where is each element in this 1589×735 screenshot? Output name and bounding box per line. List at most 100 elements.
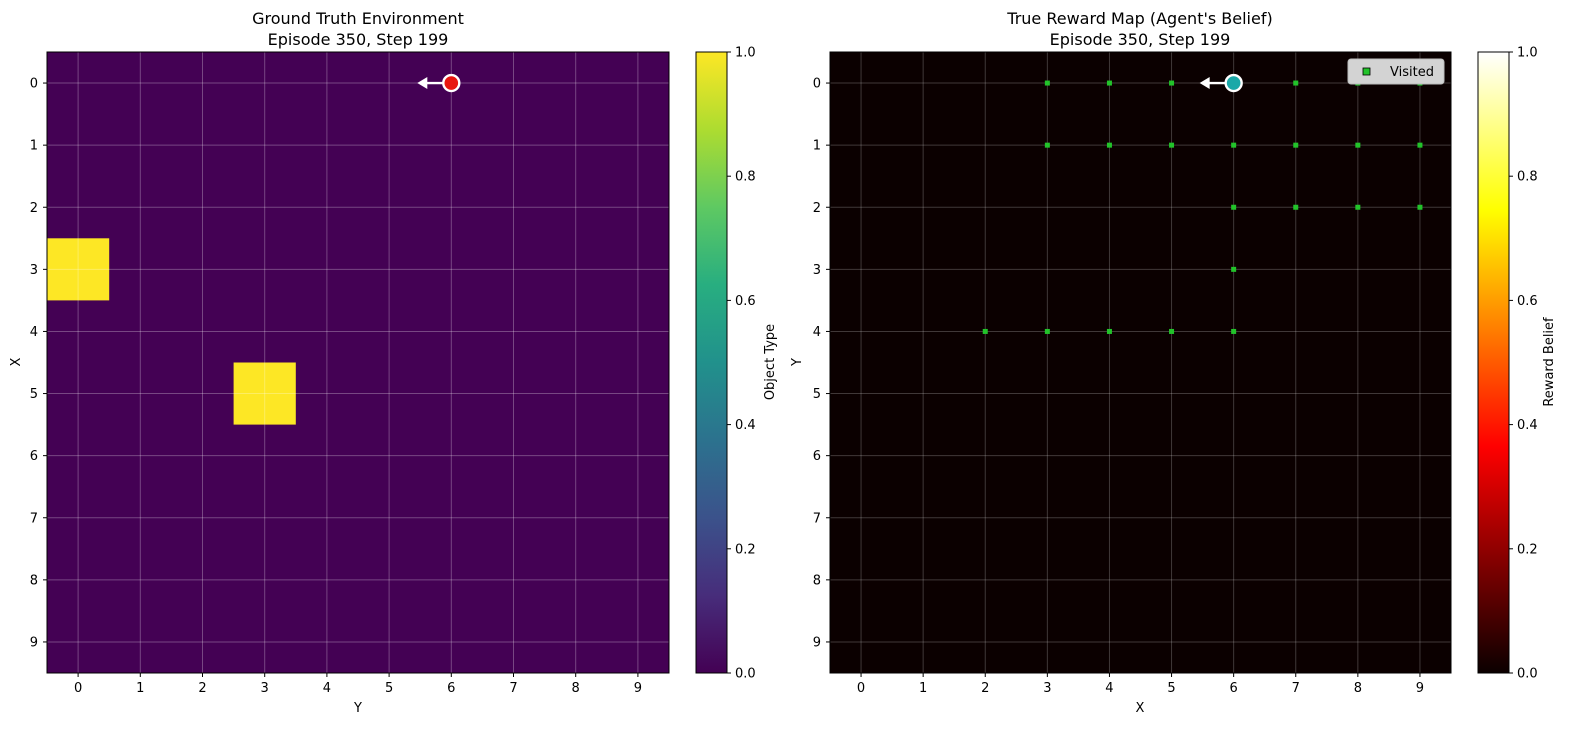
left-object-cells xyxy=(47,238,296,425)
right-y-tick-label: 4 xyxy=(813,325,821,340)
right-colorbar-tick-label: 0.6 xyxy=(1517,294,1538,309)
right-agent-arrow-head xyxy=(1199,77,1210,90)
right-visited-markers xyxy=(982,80,1423,334)
right-plot-background xyxy=(830,52,1451,673)
left-y-tick-label: 9 xyxy=(30,635,38,650)
visited-marker xyxy=(1231,266,1237,272)
left-y-tick-label: 3 xyxy=(30,263,38,278)
left-panel: Ground Truth Environment Episode 350, St… xyxy=(9,9,778,716)
left-agent-dot xyxy=(442,73,461,93)
left-colorbar-ticks: 0.0 0.2 0.4 0.6 0.8 1.0 xyxy=(727,46,756,682)
left-y-tick-label: 7 xyxy=(30,511,38,526)
right-x-tick-label: 0 xyxy=(857,681,865,696)
right-legend: Visited xyxy=(1347,58,1445,85)
right-colorbar-tick-label: 0.4 xyxy=(1517,418,1538,433)
right-x-tick-label: 3 xyxy=(1043,681,1051,696)
left-y-tick-label: 5 xyxy=(30,387,38,402)
left-colorbar-label: Object Type xyxy=(763,324,778,400)
left-x-tick-label: 7 xyxy=(509,681,517,696)
left-title-line1: Ground Truth Environment xyxy=(252,9,464,28)
left-x-tick-label: 4 xyxy=(323,681,331,696)
left-colorbar-tick-label: 0.6 xyxy=(735,294,756,309)
visited-marker xyxy=(1044,142,1050,148)
left-y-tick-label: 2 xyxy=(30,201,38,216)
right-colorbar-tick-label: 0.2 xyxy=(1517,542,1538,557)
legend-visited-swatch xyxy=(1362,67,1371,76)
right-x-tick-label: 2 xyxy=(981,681,989,696)
visited-marker xyxy=(1231,204,1237,210)
visited-marker xyxy=(1417,142,1423,148)
left-gridlines xyxy=(47,52,669,673)
visited-marker xyxy=(1106,328,1112,334)
left-colorbar-tick-label: 0.4 xyxy=(735,418,756,433)
visited-marker xyxy=(1293,142,1299,148)
right-colorbar-ticks: 0.0 0.2 0.4 0.6 0.8 1.0 xyxy=(1509,46,1538,682)
left-y-tick-label: 8 xyxy=(30,573,38,588)
right-colorbar-tick-label: 0.8 xyxy=(1517,170,1538,185)
right-x-tick-label: 6 xyxy=(1230,681,1238,696)
visited-marker xyxy=(1044,80,1050,86)
left-agent-arrow-head xyxy=(417,77,428,90)
left-plot-background xyxy=(47,52,669,673)
right-agent-marker xyxy=(1199,73,1243,93)
right-y-tick-label: 0 xyxy=(813,77,821,92)
right-plot-frame xyxy=(829,51,1452,674)
left-agent-marker xyxy=(417,73,461,93)
visited-marker xyxy=(1231,328,1237,334)
left-x-tick-label: 6 xyxy=(447,681,455,696)
left-x-tick-label: 1 xyxy=(136,681,144,696)
left-y-tick-label: 4 xyxy=(30,325,38,340)
right-x-ticks: 0 1 2 3 4 5 6 7 8 9 xyxy=(857,673,1424,696)
right-y-tick-label: 9 xyxy=(813,635,821,650)
right-x-tick-label: 1 xyxy=(919,681,927,696)
left-x-tick-label: 0 xyxy=(74,681,82,696)
right-x-tick-label: 8 xyxy=(1354,681,1362,696)
right-y-ticks: 0 1 2 3 4 5 6 7 8 9 xyxy=(813,77,830,650)
visited-marker xyxy=(1044,328,1050,334)
left-x-tick-label: 9 xyxy=(634,681,642,696)
right-y-tick-label: 6 xyxy=(813,449,821,464)
right-y-axis-label: Y xyxy=(790,358,805,367)
right-colorbar-label: Reward Belief xyxy=(1542,317,1557,407)
left-y-tick-label: 6 xyxy=(30,449,38,464)
right-gridlines xyxy=(830,52,1451,673)
left-colorbar-tick-label: 0.8 xyxy=(735,170,756,185)
right-y-tick-label: 2 xyxy=(813,201,821,216)
right-colorbar-tick-label: 0.0 xyxy=(1517,667,1538,682)
visited-marker xyxy=(1106,142,1112,148)
right-y-tick-label: 5 xyxy=(813,387,821,402)
right-colorbar xyxy=(1477,51,1510,674)
right-x-tick-label: 5 xyxy=(1167,681,1175,696)
right-panel: True Reward Map (Agent's Belief) Episode… xyxy=(790,9,1557,716)
left-x-tick-label: 5 xyxy=(385,681,393,696)
left-colorbar-tick-label: 0.0 xyxy=(735,667,756,682)
legend-box xyxy=(1347,58,1445,85)
right-title-line2: Episode 350, Step 199 xyxy=(1050,30,1231,49)
visited-marker xyxy=(982,328,988,334)
right-colorbar-tick-label: 1.0 xyxy=(1517,46,1538,61)
right-title-line1: True Reward Map (Agent's Belief) xyxy=(1006,9,1272,28)
visited-marker xyxy=(1106,80,1112,86)
visited-marker xyxy=(1169,142,1175,148)
left-y-tick-label: 0 xyxy=(30,77,38,92)
visited-marker xyxy=(1355,142,1361,148)
left-plot-frame xyxy=(46,51,670,674)
left-x-tick-label: 2 xyxy=(198,681,206,696)
visited-marker xyxy=(1293,204,1299,210)
visited-marker xyxy=(1417,204,1423,210)
object-cell xyxy=(47,238,110,301)
left-y-ticks: 0 1 2 3 4 5 6 7 8 9 xyxy=(30,77,47,650)
left-y-axis-label: X xyxy=(9,357,24,366)
visited-marker xyxy=(1231,142,1237,148)
left-title-line2: Episode 350, Step 199 xyxy=(268,30,449,49)
left-colorbar xyxy=(695,51,728,674)
left-x-tick-label: 3 xyxy=(261,681,269,696)
left-colorbar-tick-label: 0.2 xyxy=(735,542,756,557)
visited-marker xyxy=(1169,328,1175,334)
visited-marker xyxy=(1169,80,1175,86)
left-y-tick-label: 1 xyxy=(30,139,38,154)
visited-marker xyxy=(1293,80,1299,86)
legend-visited-label: Visited xyxy=(1390,65,1434,80)
right-y-tick-label: 1 xyxy=(813,139,821,154)
